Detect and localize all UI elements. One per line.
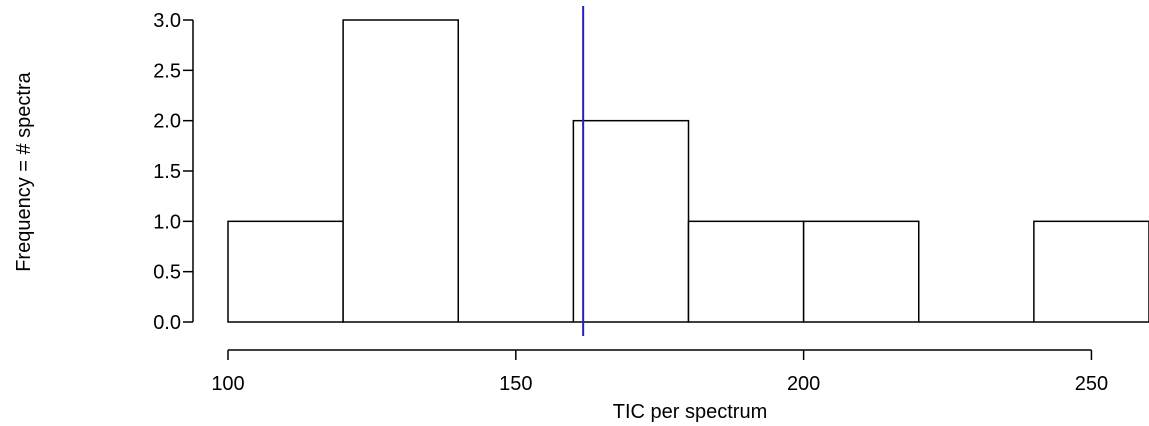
histogram-bar	[342, 19, 459, 323]
x-axis: 100 150 200 250	[211, 349, 1108, 395]
x-tick-label: 200	[787, 373, 820, 395]
y-tick-label: 3.0	[153, 10, 181, 32]
y-axis-title: Frequency = # spectra	[13, 71, 35, 271]
histogram-bars	[227, 19, 1149, 323]
y-tick-label: 1.0	[153, 211, 181, 233]
x-tick-label: 100	[211, 373, 244, 395]
y-tick-label: 2.0	[153, 111, 181, 133]
histogram-bar	[802, 220, 920, 323]
y-tick-label: 0.0	[153, 312, 181, 334]
x-tick-label: 150	[499, 373, 532, 395]
y-tick-label: 1.5	[153, 161, 181, 183]
y-tick-label: 2.5	[153, 60, 181, 82]
x-tick-label: 250	[1075, 373, 1108, 395]
histogram-bar	[1033, 220, 1149, 323]
histogram-bar	[687, 220, 805, 323]
histogram-bar	[572, 119, 690, 323]
histogram-bar	[227, 220, 344, 323]
y-tick-label: 0.5	[153, 262, 181, 284]
y-axis: 0.0 0.5 1.0 1.5 2.0 2.5 3.0	[153, 10, 194, 334]
x-axis-title: TIC per spectrum	[613, 401, 767, 423]
